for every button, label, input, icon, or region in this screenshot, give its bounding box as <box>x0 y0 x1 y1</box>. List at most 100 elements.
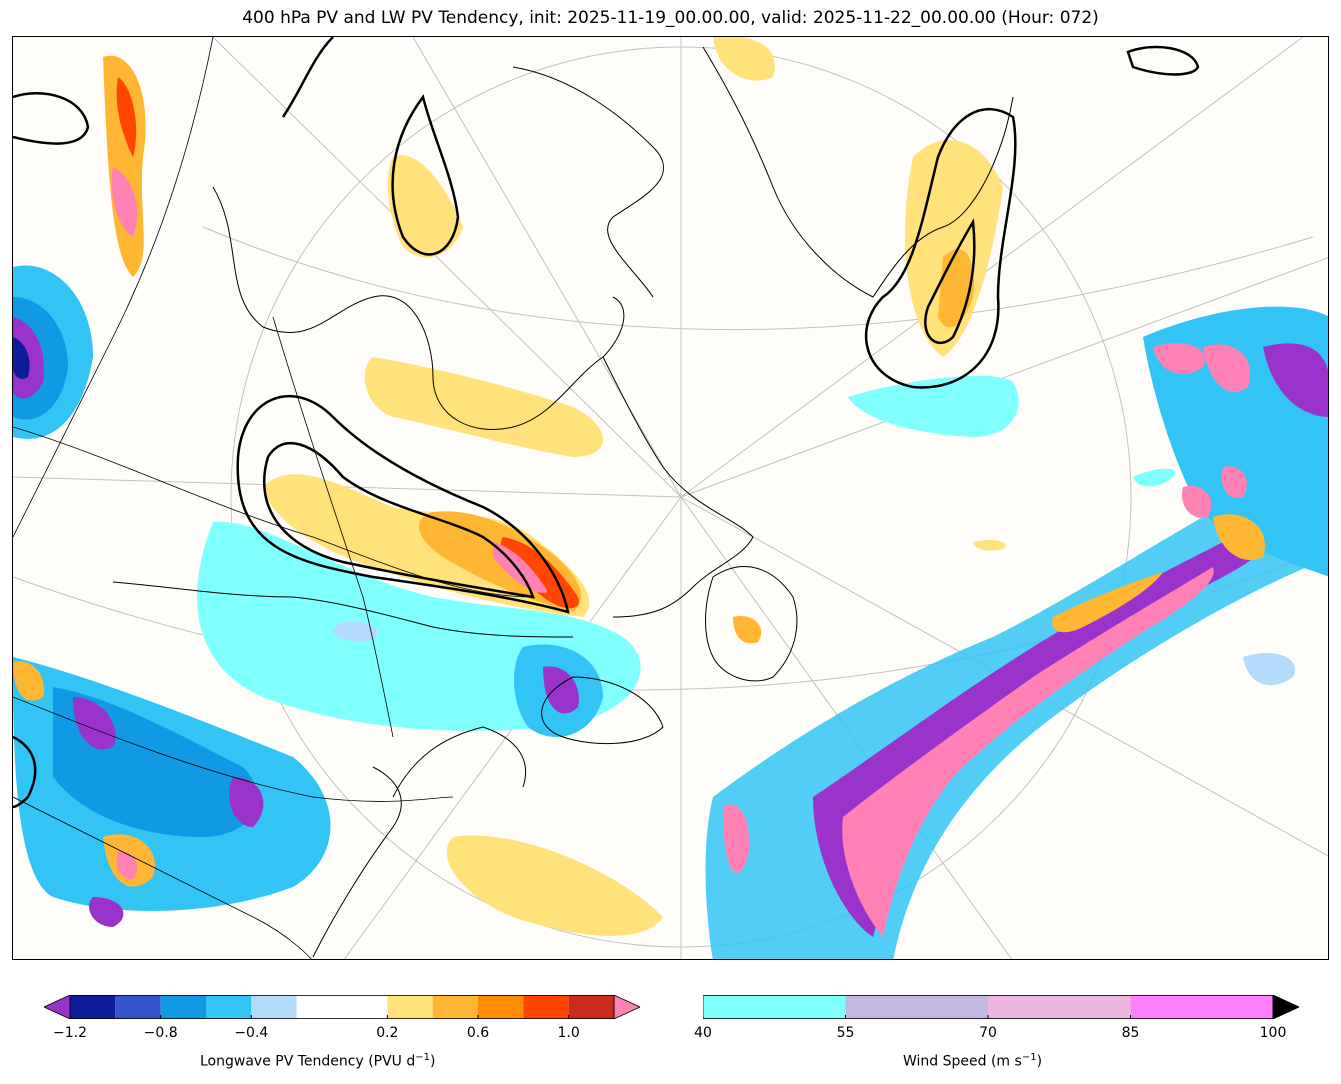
tendency-positive-area <box>111 167 137 237</box>
colorbar-extend-min <box>43 994 71 1020</box>
coastline <box>312 766 402 958</box>
meridian-line <box>412 37 682 498</box>
colorbar-swatch <box>296 995 388 1019</box>
tendency-positive-area <box>116 851 138 880</box>
colorbar-swatch <box>251 995 297 1019</box>
colorbar-swatch <box>206 995 252 1019</box>
meridian-line <box>680 257 1328 498</box>
border <box>13 696 454 802</box>
pv-tendency-colorbar-swatches <box>43 994 641 1020</box>
tendency-negative-area <box>229 777 264 827</box>
tendency-positive-area <box>493 542 548 593</box>
tendency-positive-area <box>733 616 762 644</box>
tendency-band <box>842 567 1214 937</box>
border <box>13 37 214 538</box>
wind-jet-lavender <box>332 621 378 642</box>
meridian-line <box>13 476 682 498</box>
colorbar-swatch <box>160 995 206 1019</box>
tendency-positive-area <box>116 77 137 157</box>
coastline <box>602 356 754 618</box>
coastline <box>705 566 798 682</box>
tendency-band <box>1153 343 1205 375</box>
colorbar-extend-max <box>1272 994 1300 1020</box>
tendency-positive-area <box>500 537 579 609</box>
border <box>272 316 394 738</box>
colorbar-outline <box>69 995 615 1019</box>
tendency-positive-area <box>973 539 1006 551</box>
map-panel <box>12 36 1329 960</box>
wind-speed-colorbar-label: Wind Speed (m s−1) <box>903 1052 1042 1070</box>
colorbar-tick-label: 40 <box>694 1025 712 1041</box>
coastline <box>212 186 625 431</box>
coastline <box>392 726 527 798</box>
pv-contour <box>391 94 460 256</box>
tendency-band <box>1263 343 1328 417</box>
pv-contour <box>13 735 37 809</box>
colorbar-tick-label: 70 <box>979 1025 997 1041</box>
colorbar-tick-label: 55 <box>836 1025 855 1041</box>
colorbar-tick-label: −0.4 <box>234 1025 269 1041</box>
colorbar-swatch <box>387 995 433 1019</box>
colorbar-tick-label: 0.2 <box>376 1025 399 1041</box>
tendency-band <box>723 804 749 873</box>
pv-contour <box>924 218 976 344</box>
border <box>13 426 534 598</box>
wind-speed-colorbar: 40 55 70 85 100 <box>694 994 1300 1055</box>
wind-speed-colorbar-swatches <box>702 994 1300 1020</box>
pv-tendency-label-sup: −1 <box>415 1052 431 1063</box>
coastline <box>541 676 664 744</box>
colorbar-tick-label: 1.0 <box>557 1025 580 1041</box>
pv-contour <box>236 394 570 614</box>
colorbar-swatch <box>1130 995 1273 1019</box>
border <box>13 796 312 959</box>
coastline <box>702 46 1014 298</box>
wind-speed-label-text: Wind Speed (m s <box>903 1053 1022 1070</box>
tendency-negative-area <box>1243 653 1295 686</box>
colorbar-tick-label: 100 <box>1259 1025 1287 1041</box>
tendency-positive-area <box>713 37 775 81</box>
colorbar-swatch <box>432 995 478 1019</box>
wind-jet-cyan <box>848 375 1019 437</box>
tendency-band <box>1221 466 1247 498</box>
colorbar-swatch <box>70 995 116 1019</box>
pv-contour <box>281 37 334 118</box>
meridian-line <box>680 37 1304 498</box>
colorbar-tick-label: 0.6 <box>466 1025 490 1041</box>
colorbar-swatch <box>568 995 614 1019</box>
meridian-line <box>212 37 682 498</box>
pv-contour <box>13 92 90 145</box>
colorbar-extend-max <box>613 994 641 1020</box>
chart-title: 400 hPa PV and LW PV Tendency, init: 202… <box>242 8 1099 28</box>
tendency-band <box>1203 344 1251 393</box>
pv-tendency-label-close: ) <box>430 1053 436 1070</box>
tendency-positive-area <box>387 155 463 258</box>
tendency-band <box>1052 572 1163 633</box>
wind-speed-label-sup: −1 <box>1021 1052 1037 1063</box>
wind-speed-label-close: ) <box>1036 1053 1043 1070</box>
colorbar-swatch <box>845 995 988 1019</box>
colorbar-tick-label: −1.2 <box>53 1025 87 1041</box>
pv-tendency-field <box>13 37 1328 959</box>
colorbar-swatch <box>478 995 524 1019</box>
tendency-positive-area <box>13 661 44 701</box>
pv-contour <box>262 441 535 599</box>
colorbar-swatch <box>523 995 569 1019</box>
colorbar-tick-label: 85 <box>1121 1025 1140 1041</box>
tendency-band <box>1213 514 1265 561</box>
tendency-negative-area <box>73 697 116 750</box>
tendency-band <box>1182 486 1212 518</box>
latitude-line <box>202 226 1314 330</box>
colorbar-swatch <box>115 995 161 1019</box>
tendency-positive-area <box>446 835 663 936</box>
pv-contour <box>864 107 1017 389</box>
pv-tendency-label-text: Longwave PV Tendency (PVU d <box>200 1053 416 1070</box>
pv-tendency-colorbar: −1.2 −0.8 −0.4 0.2 0.6 1.0 <box>43 994 641 1055</box>
wind-jet-cyan <box>1133 468 1175 487</box>
tendency-negative-area <box>89 897 124 927</box>
coastline <box>112 581 574 638</box>
tendency-negative-area <box>13 337 30 379</box>
map-canvas <box>13 37 1328 959</box>
pv-contours <box>13 37 1200 809</box>
coastline <box>512 66 665 298</box>
pv-tendency-colorbar-label: Longwave PV Tendency (PVU d−1) <box>200 1052 435 1070</box>
